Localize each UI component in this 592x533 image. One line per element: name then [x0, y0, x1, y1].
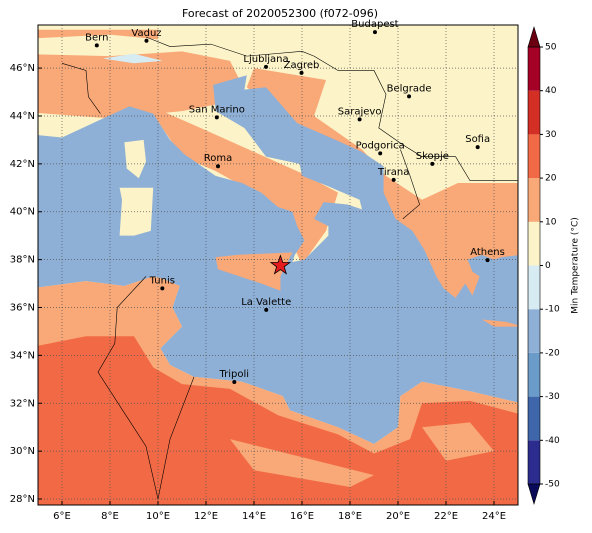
x-tick-label: 8°E: [101, 511, 119, 522]
city-label: Bern: [85, 32, 108, 43]
city-label: Skopje: [416, 151, 449, 162]
city-dot: [357, 117, 362, 122]
border: [97, 276, 159, 500]
x-tick-label: 14°E: [242, 511, 266, 522]
city-dot: [372, 30, 377, 35]
city-dot: [407, 94, 412, 99]
city-dot: [430, 161, 435, 166]
colorbar-tick-label: -50: [545, 480, 560, 490]
colorbar-bin: [528, 352, 540, 397]
y-tick-label: 44°N: [10, 111, 35, 122]
city-label: Sarajevo: [338, 106, 382, 117]
cold-zone: [102, 53, 163, 64]
y-tick-label: 40°N: [10, 207, 35, 218]
y-tick-label: 42°N: [10, 159, 35, 170]
colorbar-bin: [528, 178, 540, 222]
city-label: Tunis: [149, 275, 175, 286]
colorbar-tick-label: -40: [545, 436, 560, 446]
colorbar-under: [527, 483, 541, 506]
city-label: Tirana: [377, 167, 409, 178]
city-label: Vaduz: [131, 28, 161, 39]
island: [482, 319, 518, 327]
border: [313, 55, 518, 181]
border: [61, 63, 101, 114]
city-dot: [160, 286, 165, 291]
colorbar-label: Min Temperature (°C): [571, 217, 581, 314]
colorbar-bin: [528, 396, 540, 441]
city-dot: [214, 115, 219, 120]
x-tick-label: 22°E: [434, 511, 458, 522]
colorbar-tick-label: -30: [545, 392, 560, 402]
island: [119, 187, 154, 236]
colorbar-bin: [528, 309, 540, 353]
x-tick-label: 6°E: [53, 511, 71, 522]
city-dot: [391, 177, 396, 182]
africa-interior: [38, 336, 518, 505]
city-label: Zagreb: [284, 60, 320, 71]
colorbar-tick-label: 50: [545, 43, 557, 53]
colorbar-tick-label: 20: [545, 174, 557, 184]
colorbar-bin: [528, 440, 540, 484]
y-tick-label: 36°N: [10, 302, 35, 313]
city-dot: [232, 379, 237, 384]
colorbar-tick-label: 0: [545, 261, 551, 271]
city-dot: [144, 38, 149, 43]
city-label: Roma: [204, 153, 233, 164]
border: [157, 376, 195, 500]
colorbar-bin: [528, 221, 540, 266]
border: [246, 51, 315, 57]
colorbar-tick-label: 10: [545, 217, 557, 227]
colorbar-tick-label: -10: [545, 305, 560, 315]
colorbar-tick-label: 40: [545, 86, 557, 96]
map-frame: [37, 24, 519, 506]
map-area: [38, 25, 518, 505]
city-dot: [485, 258, 490, 263]
island: [124, 139, 146, 179]
city-label: Belgrade: [387, 83, 432, 94]
city-label: Podgorica: [356, 140, 405, 151]
warm-zone: [38, 29, 158, 40]
city-dot: [264, 307, 269, 312]
colorbar-over: [527, 25, 541, 48]
overlay: 6°E 8°E 10°E 12°E 14°E 16°E 18°E 20°E 22°E 24°E 28…: [10, 19, 581, 522]
x-tick-label: 10°E: [146, 511, 170, 522]
border: [145, 36, 247, 57]
y-tick-label: 34°N: [10, 350, 35, 361]
x-tick-label: 12°E: [194, 511, 218, 522]
city-dot: [94, 43, 99, 48]
city-label: Tripoli: [219, 369, 250, 380]
city-label: Sofia: [465, 134, 490, 145]
x-tick-label: 18°E: [338, 511, 362, 522]
y-tick-label: 30°N: [10, 446, 35, 457]
city-label: Ljubljana: [243, 54, 288, 65]
city-dot: [378, 151, 383, 156]
y-tick-label: 46°N: [10, 63, 35, 74]
x-tick-label: 24°E: [482, 511, 506, 522]
colorbar-bin: [528, 265, 540, 310]
city-dot: [299, 70, 304, 75]
city-dot: [475, 145, 480, 150]
map-title: Forecast of 2020052300 (f072-096): [182, 7, 378, 20]
colorbar-tick-label: -20: [545, 348, 560, 358]
city-label: San Marino: [189, 104, 245, 115]
colorbar-bin: [528, 47, 540, 91]
colorbar-bin: [528, 134, 540, 179]
x-tick-label: 16°E: [290, 511, 314, 522]
y-tick-label: 28°N: [10, 494, 35, 505]
city-label: Budapest: [351, 19, 398, 30]
y-tick-label: 38°N: [10, 255, 35, 266]
colorbar-tick-label: 30: [545, 130, 557, 140]
city-dot: [216, 164, 220, 169]
star-marker: [269, 254, 292, 275]
x-tick-label: 20°E: [386, 511, 410, 522]
colorbar-bin: [528, 90, 540, 135]
city-label: Athens: [470, 247, 505, 258]
y-tick-label: 32°N: [10, 398, 35, 409]
city-label: La Valette: [241, 297, 291, 308]
border: [400, 149, 420, 220]
city-dot: [264, 64, 268, 69]
